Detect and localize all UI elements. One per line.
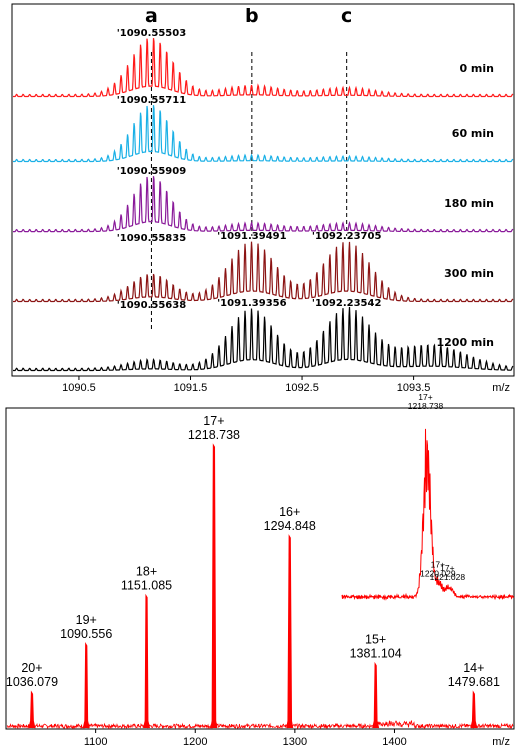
inset-mz-label: 1218.738 [408, 401, 444, 411]
peak-18+ [143, 593, 151, 729]
peak-19+ [82, 642, 90, 729]
baseline-noise [6, 720, 514, 730]
peak-charge-label: 14+ [463, 661, 484, 675]
peak-mz-label: 1090.556 [60, 627, 112, 641]
peak-annotation: '1090.55638 [117, 300, 187, 311]
peak-20+ [28, 690, 36, 729]
peak-annotation: '1090.55503 [117, 28, 187, 39]
inset-mz-label: 1221.028 [430, 572, 466, 582]
peak-16+ [286, 534, 294, 729]
peak-charge-label: 15+ [365, 633, 386, 647]
peak-14+ [470, 690, 478, 729]
peak-annotation: '1092.23542 [312, 298, 382, 309]
x-tick-label: 1091.5 [174, 382, 208, 394]
spectrum-trace-60-min [13, 105, 514, 163]
time-label-0-min: 0 min [459, 62, 494, 75]
x-tick-label: 1092.5 [285, 382, 319, 394]
group-label-b: b [245, 5, 259, 27]
x-axis-label: m/z [492, 382, 510, 394]
peak-mz-label: 1479.681 [448, 675, 500, 689]
peak-mz-label: 1294.848 [264, 519, 316, 533]
x-tick-label: 1200 [183, 736, 207, 748]
x-tick-label: 1093.5 [397, 382, 431, 394]
time-label-300-min: 300 min [444, 267, 494, 280]
inset-charge-label: 17+ [440, 563, 454, 573]
time-label-60-min: 60 min [452, 127, 494, 140]
peak-mz-label: 1381.104 [350, 647, 402, 661]
peak-17+ [210, 443, 218, 729]
x-tick-label: 1400 [382, 736, 406, 748]
spectrum-trace-180-min [13, 176, 514, 233]
inset-trace [341, 428, 515, 601]
charge-state-spectrum-panel: 20+1036.07919+1090.55618+1151.08517+1218… [5, 392, 515, 748]
spectrum-trace-300-min [13, 241, 514, 303]
peak-charge-label: 16+ [279, 505, 300, 519]
peak-charge-label: 19+ [76, 613, 97, 627]
peak-annotation: '1090.55835 [117, 233, 187, 244]
spectrum-trace-1200-min [13, 306, 514, 372]
peak-annotation: '1090.55711 [117, 95, 187, 106]
x-tick-label: 1090.5 [62, 382, 96, 394]
peak-charge-label: 18+ [136, 565, 157, 579]
x-tick-label: 1300 [283, 736, 307, 748]
peak-charge-label: 20+ [21, 661, 42, 675]
peak-annotation: '1091.39491 [217, 231, 287, 242]
peak-annotation: '1090.55909 [117, 166, 187, 177]
peak-annotation: '1092.23705 [312, 231, 382, 242]
time-label-180-min: 180 min [444, 197, 494, 210]
inset-mz-label: 1220.029 [420, 568, 456, 578]
inset-charge-label: 17+ [418, 392, 432, 402]
peak-annotation: '1091.39356 [217, 298, 287, 309]
peak-mz-label: 1036.079 [6, 675, 58, 689]
peak-charge-label: 17+ [203, 414, 224, 428]
group-label-c: c [341, 5, 352, 27]
spectrum-trace-0-min [13, 38, 514, 98]
time-label-1200-min: 1200 min [436, 336, 494, 349]
isotope-time-course-panel: a b c 0 min '1090.55503 60 min '1090.55711 180 … [11, 3, 515, 394]
x-axis-label: m/z [492, 736, 510, 748]
peak-15+ [372, 661, 380, 729]
plot-frame [11, 3, 515, 377]
group-label-a: a [145, 5, 158, 27]
inset-charge-label: 17+ [431, 559, 445, 569]
peak-mz-label: 1151.085 [121, 579, 172, 593]
peak-mz-label: 1218.738 [188, 428, 240, 442]
x-tick-label: 1100 [84, 736, 108, 748]
plot-frame [5, 407, 515, 730]
